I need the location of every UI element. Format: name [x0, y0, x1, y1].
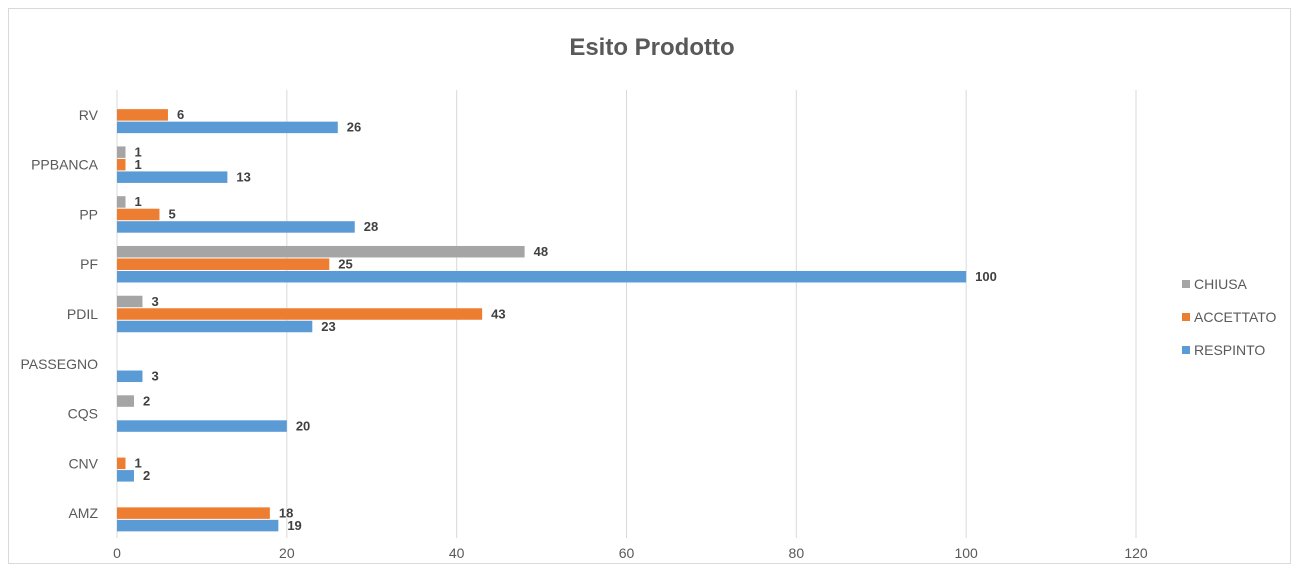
legend-label: ACCETTATO: [1194, 309, 1277, 325]
legend: CHIUSA ACCETTATO RESPINTO: [1182, 276, 1277, 358]
data-label: 2: [143, 468, 150, 483]
bar-accettato: [117, 158, 126, 171]
data-label: 3: [151, 369, 158, 384]
category-label: RV: [79, 107, 99, 123]
bar-respinto: [117, 519, 279, 532]
x-tick-label: 20: [279, 545, 295, 561]
category-label: AMZ: [68, 505, 98, 521]
bars: [117, 109, 967, 532]
bar-respinto: [117, 470, 134, 482]
bar-chiusa: [117, 196, 126, 208]
bar-respinto: [117, 420, 287, 432]
x-tick-label: 100: [954, 545, 978, 561]
x-tick-label: 60: [619, 545, 635, 561]
data-label: 20: [296, 418, 310, 433]
bar-chiusa: [117, 295, 143, 308]
legend-label: CHIUSA: [1194, 276, 1248, 292]
bar-respinto: [117, 320, 313, 333]
legend-swatch: [1182, 313, 1190, 321]
bar-respinto: [117, 270, 967, 283]
data-label: 1: [134, 157, 141, 172]
data-label: 100: [975, 269, 997, 284]
data-label: 1: [134, 144, 141, 159]
x-tick-label: 80: [789, 545, 805, 561]
bar-chiusa: [117, 146, 126, 158]
x-tick-label: 0: [113, 545, 121, 561]
data-label: 6: [177, 107, 184, 122]
data-label: 28: [364, 219, 378, 234]
data-label: 1: [134, 456, 141, 471]
data-label: 3: [151, 294, 158, 309]
data-label: 43: [491, 306, 505, 321]
category-label: PF: [80, 256, 98, 272]
x-tick-label: 40: [449, 545, 465, 561]
chart-title: Esito Prodotto: [569, 34, 734, 61]
data-label: 13: [236, 169, 250, 184]
category-label: PP: [79, 206, 98, 222]
bar-respinto: [117, 171, 228, 183]
category-label: CNV: [68, 455, 98, 471]
bar-accettato: [117, 208, 160, 221]
legend-swatch: [1182, 346, 1190, 354]
legend-swatch: [1182, 280, 1190, 288]
bar-accettato: [117, 258, 330, 270]
category-label: PASSEGNO: [20, 356, 98, 372]
legend-label: RESPINTO: [1194, 342, 1265, 358]
bar-respinto: [117, 221, 355, 233]
bar-accettato: [117, 308, 483, 320]
x-tick-labels: 0 20 40 60 80 100 120: [113, 545, 1148, 561]
category-label: PDIL: [67, 306, 98, 322]
chart-frame: [8, 8, 1291, 564]
data-label: 2: [143, 393, 150, 408]
bar-accettato: [117, 507, 270, 519]
bar-accettato: [117, 457, 126, 470]
data-label: 25: [338, 256, 352, 271]
data-label: 23: [321, 319, 335, 334]
category-labels: AMZ CNV CQS PASSEGNO PDIL PF PP PPBANCA RV: [20, 107, 98, 521]
bar-respinto: [117, 370, 143, 383]
bar-accettato: [117, 109, 168, 121]
bar-respinto: [117, 121, 338, 134]
data-label: 19: [287, 518, 301, 533]
x-tick-label: 120: [1124, 545, 1148, 561]
category-label: CQS: [68, 406, 98, 422]
data-label: 48: [534, 244, 548, 259]
bar-chiusa: [117, 395, 134, 407]
category-label: PPBANCA: [31, 157, 99, 173]
data-label: 1: [134, 194, 141, 209]
data-label: 18: [279, 505, 293, 520]
bar-chiusa: [117, 245, 525, 258]
data-label: 26: [347, 120, 361, 135]
data-label: 5: [168, 207, 175, 222]
